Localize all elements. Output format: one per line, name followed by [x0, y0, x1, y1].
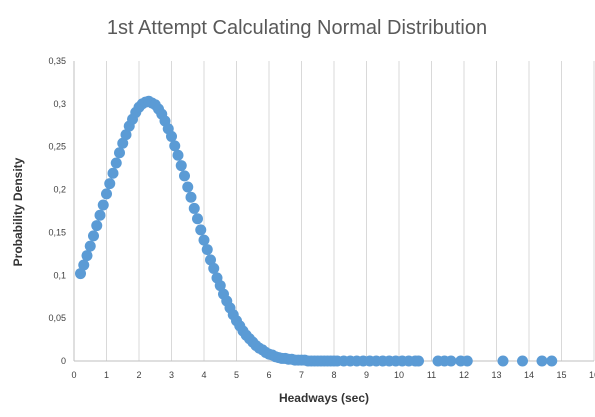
- data-point: [110, 157, 122, 169]
- y-tick-label: 0,25: [48, 142, 66, 152]
- y-tick-labels: 0 0,05 0,1 0,15 0,2 0,25 0,3 0,35: [48, 56, 66, 366]
- data-point: [78, 259, 90, 271]
- x-tick-label: 8: [331, 370, 336, 380]
- x-tick-label: 5: [234, 370, 239, 380]
- x-tick-label: 3: [169, 370, 174, 380]
- data-point: [117, 137, 129, 149]
- y-tick-label: 0,1: [53, 270, 66, 280]
- data-point: [536, 355, 548, 367]
- x-tick-label: 13: [491, 370, 501, 380]
- y-tick-label: 0,05: [48, 313, 66, 323]
- data-point: [107, 167, 119, 179]
- data-point: [91, 220, 103, 232]
- x-tick-label: 2: [136, 370, 141, 380]
- gridlines: [73, 61, 595, 361]
- data-point: [497, 355, 509, 367]
- data-point: [166, 130, 177, 142]
- y-tick-label: 0,35: [48, 56, 66, 66]
- data-point: [201, 244, 213, 256]
- data-point: [185, 191, 197, 203]
- data-point: [75, 268, 86, 280]
- x-tick-label: 9: [364, 370, 369, 380]
- data-point: [546, 355, 558, 367]
- x-tick-label: 4: [201, 370, 206, 380]
- x-tick-label: 12: [459, 370, 469, 380]
- y-tick-label: 0,2: [53, 185, 66, 195]
- x-tick-label: 0: [71, 370, 76, 380]
- data-point: [101, 188, 112, 200]
- data-point: [208, 262, 220, 274]
- data-point: [179, 170, 190, 182]
- x-tick-label: 7: [299, 370, 304, 380]
- chart-title: 1st Attempt Calculating Normal Distribut…: [107, 17, 487, 39]
- x-tick-label: 10: [394, 370, 404, 380]
- data-point: [195, 224, 207, 236]
- y-tick-label: 0,15: [48, 227, 66, 237]
- y-tick-label: 0,3: [53, 99, 66, 109]
- data-point: [461, 355, 473, 367]
- data-point: [97, 199, 109, 211]
- data-point: [114, 147, 125, 159]
- data-points: [75, 95, 558, 367]
- data-point: [94, 209, 106, 221]
- x-tick-labels: 012345678910111213141516: [71, 370, 595, 380]
- data-point: [172, 149, 184, 161]
- x-tick-label: 11: [427, 370, 436, 380]
- data-point: [413, 355, 424, 367]
- data-point: [517, 355, 528, 367]
- x-tick-label: 6: [266, 370, 271, 380]
- data-point: [192, 213, 203, 225]
- x-tick-label: 1: [104, 370, 109, 380]
- data-point: [205, 254, 216, 266]
- y-axis-title: Probability Density: [11, 157, 25, 266]
- x-tick-label: 15: [556, 370, 566, 380]
- x-tick-label: 16: [589, 370, 595, 380]
- data-point: [104, 178, 116, 190]
- data-point: [169, 140, 181, 152]
- data-point: [214, 280, 226, 292]
- data-point: [81, 250, 93, 262]
- y-tick-label: 0: [61, 356, 66, 366]
- x-tick-label: 14: [524, 370, 534, 380]
- data-point: [84, 240, 96, 252]
- data-point: [120, 129, 132, 141]
- data-point: [198, 234, 210, 246]
- data-point: [182, 181, 194, 193]
- x-axis-title: Headways (sec): [279, 391, 369, 405]
- data-point: [175, 160, 187, 172]
- data-point: [188, 202, 200, 214]
- data-point: [88, 230, 99, 242]
- data-point: [445, 355, 457, 367]
